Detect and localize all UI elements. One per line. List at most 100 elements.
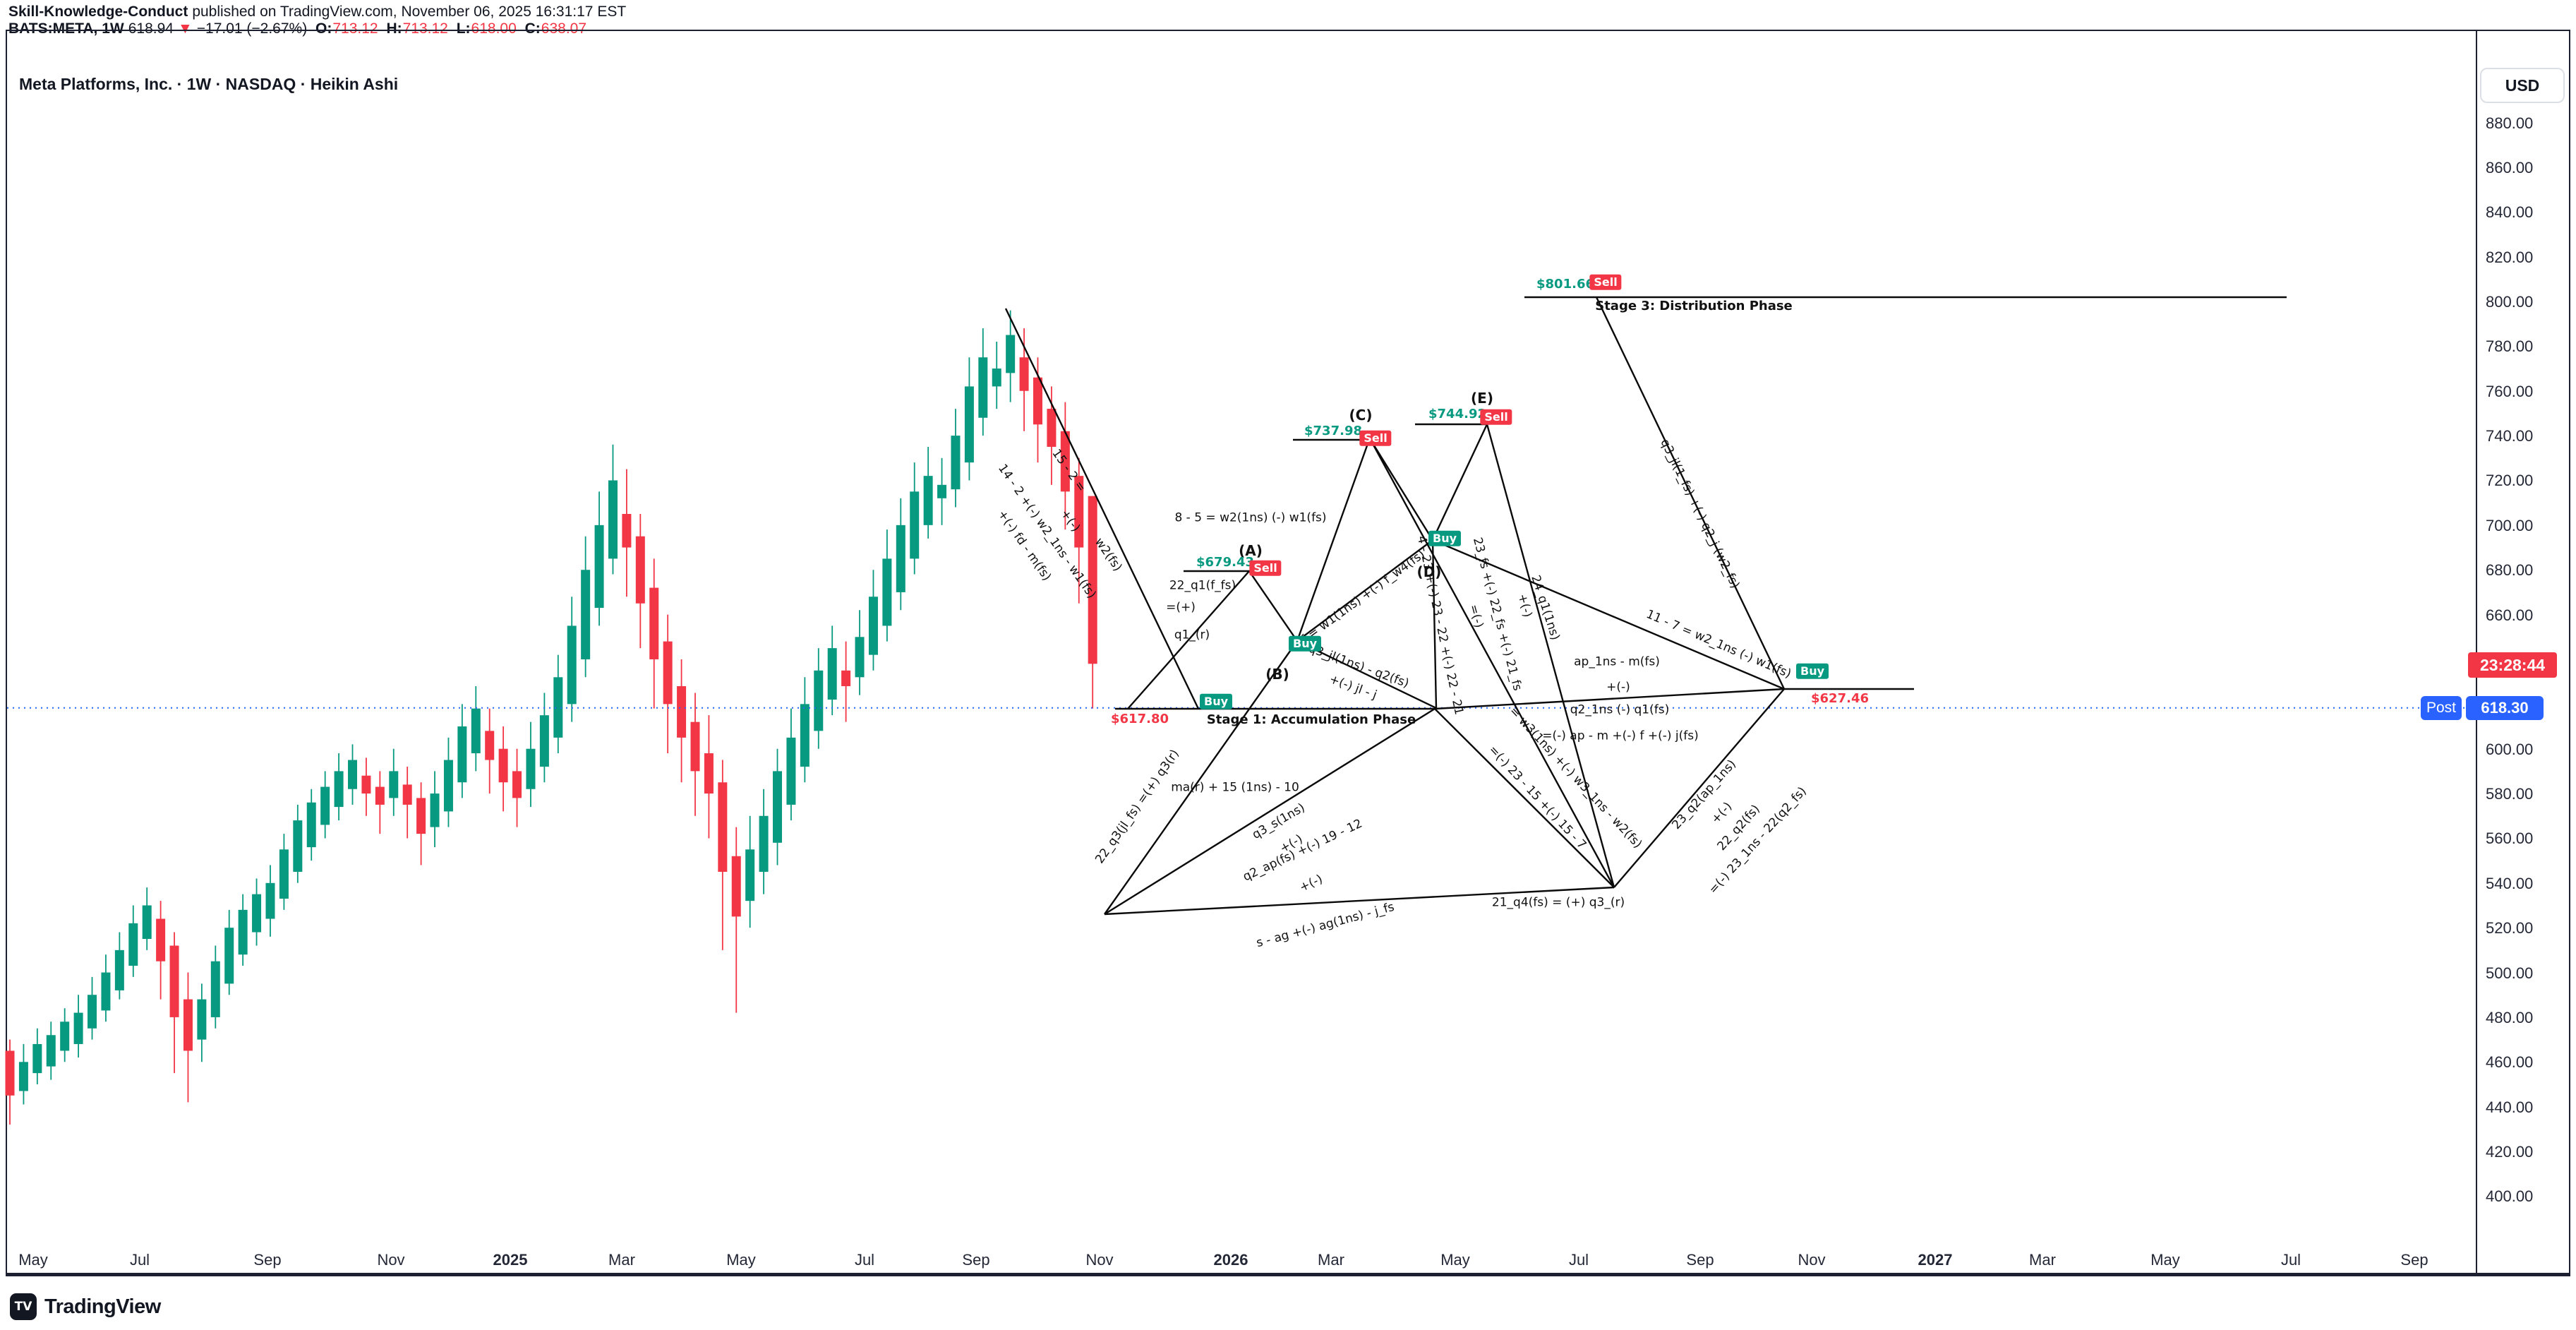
candle-body (964, 386, 974, 463)
price-flag-label: $679.43 (1196, 555, 1254, 570)
stage-label: Stage 3: Distribution Phase (1595, 299, 1793, 313)
drawing-text: =(-) ap - m +(-) f +(-) j(fs) (1542, 729, 1699, 743)
drawing-text: q1_(r) (1174, 628, 1210, 642)
trend-drawing-line[interactable] (1434, 688, 1785, 710)
high-label: H: (386, 20, 402, 37)
trend-drawing-line[interactable] (1613, 688, 1785, 888)
price-flag-label: $737.98 (1304, 424, 1362, 438)
price-axis-label: 400.00 (2486, 1187, 2534, 1206)
candle-body (101, 972, 111, 1011)
candle-body (128, 923, 138, 966)
candle-body (827, 648, 837, 700)
trend-drawing-line[interactable] (1369, 439, 1615, 888)
candle-body (279, 849, 289, 899)
time-axis-label: 2025 (493, 1251, 528, 1269)
byline: Skill-Knowledge-Conduct published on Trad… (8, 4, 630, 20)
price-axis-label: 780.00 (2486, 337, 2534, 356)
chart-frame (6, 30, 2570, 1276)
time-axis-label: Mar (608, 1251, 635, 1269)
wave-label: (C) (1349, 407, 1373, 424)
published-info: published on TradingView.com, November 0… (192, 4, 627, 20)
trend-drawing-line[interactable] (1434, 708, 1615, 888)
candle-body (416, 798, 426, 834)
candle-body (581, 570, 591, 659)
low-label: L: (456, 20, 471, 37)
trend-drawing-line[interactable] (1595, 296, 1786, 690)
time-axis-label: Sep (2400, 1251, 2428, 1269)
trend-drawing-line[interactable] (1431, 539, 1438, 709)
candle-body (937, 484, 947, 498)
drawing-text: 8 - 5 = w2(1ns) (-) w1(fs) (1174, 510, 1327, 525)
trend-drawing-line[interactable] (1296, 640, 1437, 709)
drawing-text: 22_q1(f_fs) (1169, 578, 1236, 593)
buy-signal-badge: Buy (1795, 663, 1829, 680)
candle-body (622, 514, 632, 548)
trend-drawing-line[interactable] (1127, 570, 1250, 709)
trend-drawing-line[interactable] (1486, 424, 1615, 888)
sell-signal-badge: Sell (1249, 560, 1282, 577)
trend-drawing-line[interactable] (1104, 707, 1436, 916)
candle-body (800, 704, 809, 767)
candle-body (910, 491, 920, 559)
candle-body (334, 771, 344, 808)
candle-body (690, 721, 700, 772)
tradingview-wordmark[interactable]: TradingView (44, 1295, 161, 1318)
price-flag-label: $627.46 (1811, 691, 1869, 706)
wave-label: (E) (1471, 390, 1493, 407)
footer: TV TradingView (10, 1293, 161, 1320)
symbol-label[interactable]: BATS:META, 1W (8, 20, 124, 37)
open-value: 713.12 (332, 20, 378, 37)
price-axis-label: 720.00 (2486, 472, 2534, 490)
candle-body (663, 641, 673, 705)
candle-body (5, 1050, 15, 1096)
price-axis-label: 580.00 (2486, 785, 2534, 803)
price-flag-label: $744.92 (1428, 407, 1486, 421)
time-axis-label: Nov (377, 1251, 405, 1269)
candle-body (348, 760, 357, 789)
price-axis-label: 600.00 (2486, 740, 2534, 758)
candle-body (1006, 335, 1016, 373)
candle-body (1019, 357, 1029, 391)
candle-body (224, 928, 234, 984)
candle-body (183, 999, 193, 1051)
high-value: 713.12 (402, 20, 448, 37)
trend-drawing-line[interactable] (1432, 539, 1785, 690)
trend-drawing-line[interactable] (1104, 886, 1615, 916)
trend-drawing-line[interactable] (1248, 570, 1298, 642)
buy-signal-badge: Buy (1199, 693, 1233, 710)
drawing-text: 21_q4(fs) = (+) q3_(r) (1491, 895, 1625, 910)
candle-body (252, 894, 262, 933)
tradingview-logo-icon[interactable]: TV (10, 1293, 37, 1320)
trend-drawing-line[interactable] (1431, 424, 1488, 541)
currency-badge[interactable]: USD (2480, 68, 2565, 103)
candle-body (443, 760, 453, 812)
candle-body (169, 945, 179, 1017)
candle-body (539, 715, 549, 767)
trend-drawing-line[interactable] (1296, 539, 1433, 642)
candle-body (402, 784, 412, 805)
time-axis-label: Sep (253, 1251, 282, 1269)
candle-body (526, 748, 536, 789)
time-axis-label: Mar (1318, 1251, 1344, 1269)
price-axis-label: 740.00 (2486, 427, 2534, 445)
time-axis-label: Jul (1568, 1251, 1589, 1269)
trend-drawing-line[interactable] (1104, 640, 1298, 915)
sell-signal-badge: Sell (1480, 409, 1512, 426)
trend-drawing-line[interactable] (1369, 439, 1434, 541)
time-axis-label: Nov (1798, 1251, 1826, 1269)
candle-body (759, 815, 769, 872)
candle-body (608, 480, 618, 559)
trend-drawing-line[interactable] (1296, 439, 1371, 642)
candle-body (868, 597, 878, 655)
wave-label: (A) (1239, 542, 1263, 559)
trend-drawing-line[interactable] (1004, 308, 1200, 709)
candle-body (498, 748, 508, 783)
wave-label: (D) (1416, 563, 1442, 580)
post-market-price-badge: 618.30 (2466, 696, 2544, 720)
candle-body (1074, 476, 1084, 548)
price-axis-label: 480.00 (2486, 1008, 2534, 1026)
candle-body (896, 525, 905, 592)
price-axis-label: 500.00 (2486, 964, 2534, 982)
drawing-text: +(-) (1606, 680, 1630, 695)
